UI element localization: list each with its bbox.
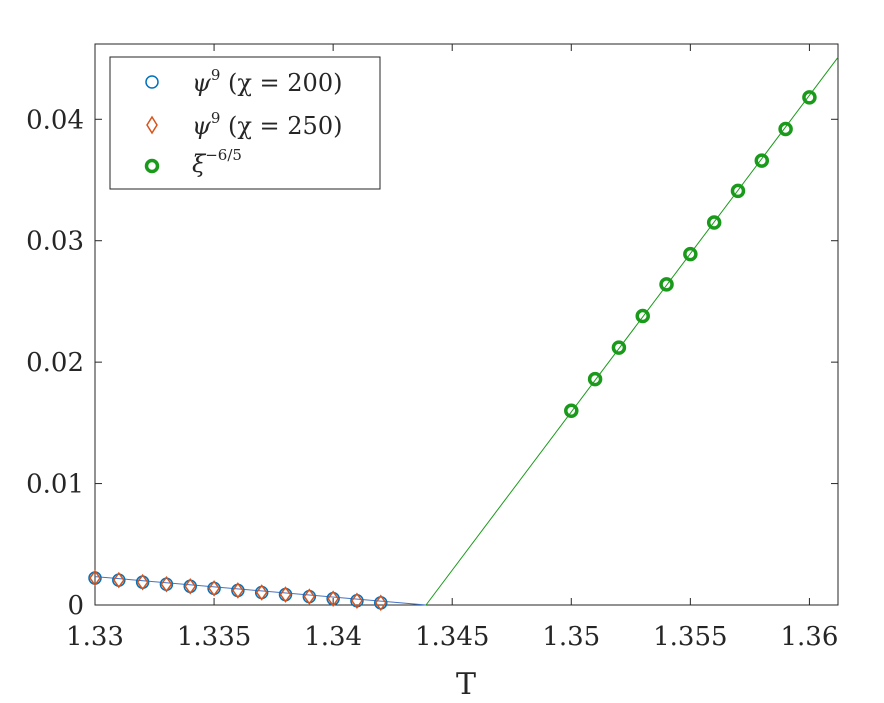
series-3-point xyxy=(683,246,698,262)
series-3-point xyxy=(587,371,603,387)
series-2-point xyxy=(112,571,125,589)
x-tick-label: 1.335 xyxy=(177,622,251,652)
series-2-point xyxy=(160,575,173,593)
y-tick-label: 0 xyxy=(67,591,84,621)
legend-marker-1 xyxy=(145,75,159,89)
y-tick-label: 0.01 xyxy=(26,470,84,500)
series-2-point xyxy=(279,586,292,603)
series-3-point xyxy=(706,215,722,230)
series-2-point xyxy=(89,569,101,587)
ticks: 1.33 1.335 1.34 1.345 1.35 1.355 1.36 0 0.01 0.02… xyxy=(26,44,838,652)
series-2-point xyxy=(351,592,363,610)
legend-entry-2: ψ9 (χ = 250) xyxy=(146,109,342,140)
series-3-point xyxy=(564,403,579,418)
series-3-point xyxy=(778,121,793,137)
legend-label-2: ψ9 (χ = 250) xyxy=(192,109,342,140)
series-2-point xyxy=(231,582,244,599)
x-tick-label: 1.36 xyxy=(780,622,838,652)
y-tick-label: 0.04 xyxy=(26,105,84,135)
legend-entry-1: ψ9 (χ = 200) xyxy=(145,66,342,97)
series-2-point xyxy=(208,580,220,597)
series-2-point xyxy=(327,590,340,607)
series-3-point xyxy=(754,153,770,168)
series-2-point xyxy=(374,594,387,612)
x-axis-title: T xyxy=(456,667,476,702)
legend-marker-3 xyxy=(144,158,160,174)
series-2-point xyxy=(255,584,268,601)
y-tick-label: 0.03 xyxy=(26,227,84,257)
series-3-point xyxy=(611,340,627,355)
markers xyxy=(88,90,817,612)
legend-label-1: ψ9 (χ = 200) xyxy=(192,66,342,97)
series-2-point xyxy=(303,588,316,605)
legend-entry-3: ξ−6/5 xyxy=(144,146,242,178)
series-3-point xyxy=(802,90,817,105)
series-3-point xyxy=(659,277,674,292)
fit-line-2 xyxy=(425,57,839,606)
x-tick-label: 1.35 xyxy=(542,622,600,652)
y-tick-label: 0.02 xyxy=(26,348,84,378)
legend-marker-2 xyxy=(146,115,158,135)
legend-label-3: ξ−6/5 xyxy=(192,146,242,178)
x-tick-label: 1.345 xyxy=(415,622,489,652)
fit-line-1 xyxy=(94,576,427,606)
x-tick-label: 1.34 xyxy=(304,622,362,652)
fit-lines xyxy=(94,57,839,606)
series-3-point xyxy=(635,308,650,324)
x-tick-label: 1.33 xyxy=(66,622,124,652)
x-tick-label: 1.355 xyxy=(653,622,727,652)
series-3-point xyxy=(730,183,746,199)
legend: ψ9 (χ = 200) ψ9 (χ = 250) ξ−6/5 xyxy=(109,56,381,190)
series-2-point xyxy=(136,573,149,591)
series-2-point xyxy=(184,578,197,595)
